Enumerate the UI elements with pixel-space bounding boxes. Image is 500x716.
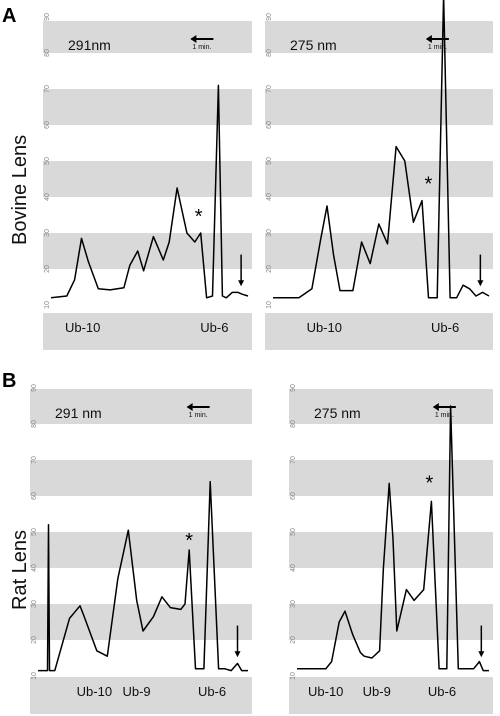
grid-band-1	[30, 389, 252, 424]
time-scale-label: 1 min.	[435, 412, 454, 419]
chromatogram-trace	[297, 405, 489, 672]
y-tick-label: 10	[266, 301, 273, 309]
wavelength-label: 275 nm	[314, 405, 361, 421]
grid-band-2	[30, 460, 252, 496]
y-tick-label: 50	[31, 528, 38, 536]
down-arrow-head	[478, 651, 485, 658]
grid-band-1	[43, 21, 252, 53]
chart-panel-4: 10 20 30 40 50 60 70 80 90 275 nm 1 min. * Ub-10 Ub-9…	[289, 384, 493, 714]
panel-b-letter: B	[2, 370, 16, 392]
y-tick-label: 60	[31, 492, 38, 500]
time-scale-arrow-head	[186, 403, 193, 411]
y-tick-label: 60	[290, 492, 297, 500]
grid-band-2	[43, 89, 252, 125]
peak-star: *	[195, 206, 203, 228]
y-tick-label: 50	[44, 157, 51, 165]
y-tick-label: 60	[266, 121, 273, 129]
grid-band-5	[289, 677, 493, 714]
grid-band-5	[265, 313, 493, 350]
down-arrow-head	[477, 280, 484, 287]
peak-label-ub-10: Ub-10	[308, 684, 343, 699]
y-tick-label: 10	[31, 672, 38, 680]
peak-label-ub-6: Ub-6	[200, 320, 228, 335]
y-tick-label: 70	[44, 85, 51, 93]
y-tick-label: 40	[266, 193, 273, 201]
y-tick-label: 50	[290, 528, 297, 536]
peak-star: *	[425, 174, 433, 196]
y-tick-label: 70	[31, 456, 38, 464]
chart-panel-1: 10 20 30 40 50 60 70 80 90 291nm 1 min. * Ub-10 Ub-6	[43, 13, 252, 350]
grid-band-2	[265, 89, 493, 125]
grid-band-3	[43, 161, 252, 197]
y-tick-label: 50	[266, 157, 273, 165]
down-arrow-head	[234, 651, 241, 658]
y-tick-label: 90	[44, 13, 51, 21]
peak-label-ub-9: Ub-9	[122, 684, 150, 699]
y-tick-label: 10	[44, 301, 51, 309]
peak-label-ub-9: Ub-9	[363, 684, 391, 699]
y-tick-label: 80	[290, 420, 297, 428]
time-scale-arrow-head	[425, 35, 432, 43]
grid-band-3	[265, 161, 493, 197]
grid-band-4	[265, 233, 493, 269]
grid-band-5	[30, 677, 252, 714]
y-tick-label: 80	[266, 49, 273, 57]
y-tick-label: 20	[31, 636, 38, 644]
row-a-label: Bovine Lens	[9, 135, 31, 245]
time-scale-label: 1 min.	[192, 44, 211, 51]
grid-band-3	[289, 532, 493, 568]
y-tick-label: 90	[31, 384, 38, 392]
chart-panel-3: 10 20 30 40 50 60 70 80 90 291 nm 1 min. * Ub-10 Ub-9…	[30, 384, 252, 714]
row-b-label: Rat Lens	[9, 530, 31, 610]
chromatogram-trace	[38, 480, 248, 672]
y-tick-label: 20	[266, 265, 273, 273]
peak-label-ub-6: Ub-6	[431, 320, 459, 335]
wavelength-label: 275 nm	[290, 37, 337, 53]
y-tick-label: 70	[266, 85, 273, 93]
chart-panel-2: 10 20 30 40 50 60 70 80 90 275 nm 1 min. * Ub-10 Ub-6	[265, 0, 493, 350]
peak-label-ub-6: Ub-6	[428, 684, 456, 699]
y-tick-label: 30	[290, 600, 297, 608]
y-tick-label: 30	[44, 229, 51, 237]
y-tick-label: 30	[266, 229, 273, 237]
y-tick-label: 40	[31, 564, 38, 572]
grid-band-1	[265, 21, 493, 53]
time-scale-arrow-head	[190, 35, 197, 43]
y-tick-label: 80	[31, 420, 38, 428]
chromatogram-trace	[273, 0, 490, 299]
y-tick-label: 40	[290, 564, 297, 572]
y-tick-label: 90	[290, 384, 297, 392]
down-arrow-head	[238, 280, 245, 287]
y-tick-label: 20	[44, 265, 51, 273]
peak-label-ub-6: Ub-6	[198, 684, 226, 699]
peak-label-ub-10: Ub-10	[307, 320, 342, 335]
time-scale-label: 1 min.	[428, 44, 447, 51]
y-tick-label: 30	[31, 600, 38, 608]
time-scale-label: 1 min.	[189, 412, 208, 419]
peak-star: *	[425, 473, 433, 495]
grid-band-4	[289, 604, 493, 640]
y-tick-label: 80	[44, 49, 51, 57]
peak-label-ub-10: Ub-10	[65, 320, 100, 335]
y-tick-label: 20	[290, 636, 297, 644]
chromatogram-trace	[50, 84, 249, 299]
panel-a-letter: A	[2, 5, 16, 27]
y-tick-label: 60	[44, 121, 51, 129]
y-tick-label: 70	[290, 456, 297, 464]
peak-label-ub-10: Ub-10	[77, 684, 112, 699]
y-tick-label: 10	[290, 672, 297, 680]
grid-band-1	[289, 389, 493, 424]
wavelength-label: 291nm	[68, 37, 111, 53]
y-tick-label: 90	[266, 13, 273, 21]
wavelength-label: 291 nm	[55, 405, 102, 421]
time-scale-arrow-head	[432, 403, 439, 411]
y-tick-label: 40	[44, 193, 51, 201]
peak-star: *	[185, 530, 193, 552]
grid-band-2	[289, 460, 493, 496]
grid-band-3	[30, 532, 252, 568]
grid-band-5	[43, 313, 252, 350]
